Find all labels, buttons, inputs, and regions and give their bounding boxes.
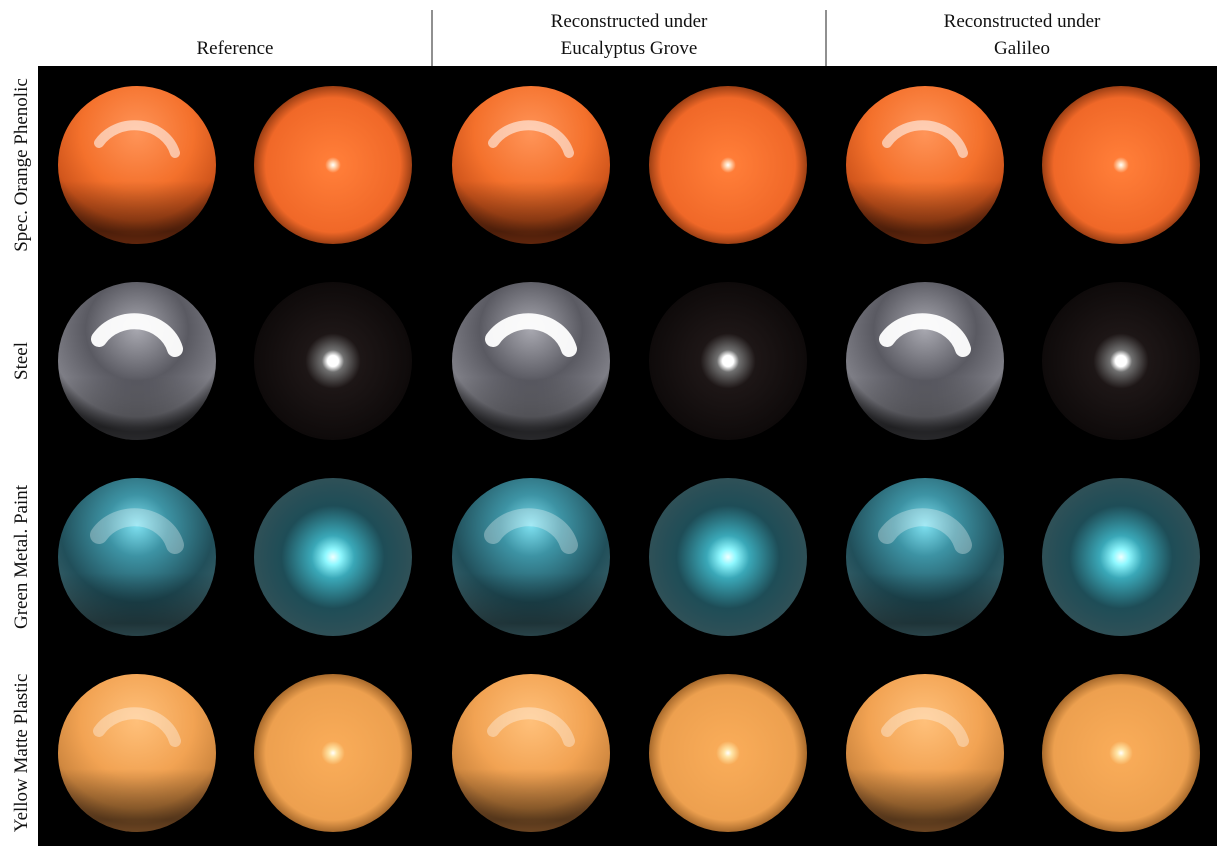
sphere — [452, 478, 610, 636]
sphere — [846, 674, 1004, 832]
sphere — [649, 478, 807, 636]
sphere — [649, 674, 807, 832]
sphere — [1042, 86, 1200, 244]
column-header: Galileo — [994, 38, 1050, 59]
sphere — [452, 86, 610, 244]
row-label: Spec. Orange Phenolic — [11, 78, 32, 252]
sphere — [254, 478, 412, 636]
column-header: Eucalyptus Grove — [561, 38, 698, 59]
sphere — [58, 478, 216, 636]
sphere — [846, 282, 1004, 440]
sphere — [649, 282, 807, 440]
sphere — [846, 478, 1004, 636]
sphere — [254, 86, 412, 244]
image-panel — [38, 66, 1217, 846]
column-header: Reconstructed under — [944, 11, 1101, 32]
column-header: Reconstructed under — [551, 11, 708, 32]
sphere — [1042, 674, 1200, 832]
row-label: Green Metal. Paint — [11, 484, 32, 629]
sphere — [58, 86, 216, 244]
row-label: Steel — [11, 342, 32, 380]
row-label: Yellow Matte Plastic — [11, 674, 32, 833]
sphere — [1042, 478, 1200, 636]
sphere — [58, 674, 216, 832]
sphere — [846, 86, 1004, 244]
sphere — [254, 282, 412, 440]
sphere — [254, 674, 412, 832]
sphere — [1042, 282, 1200, 440]
column-header: Reference — [197, 38, 274, 59]
sphere — [649, 86, 807, 244]
sphere — [58, 282, 216, 440]
sphere — [452, 674, 610, 832]
sphere — [452, 282, 610, 440]
